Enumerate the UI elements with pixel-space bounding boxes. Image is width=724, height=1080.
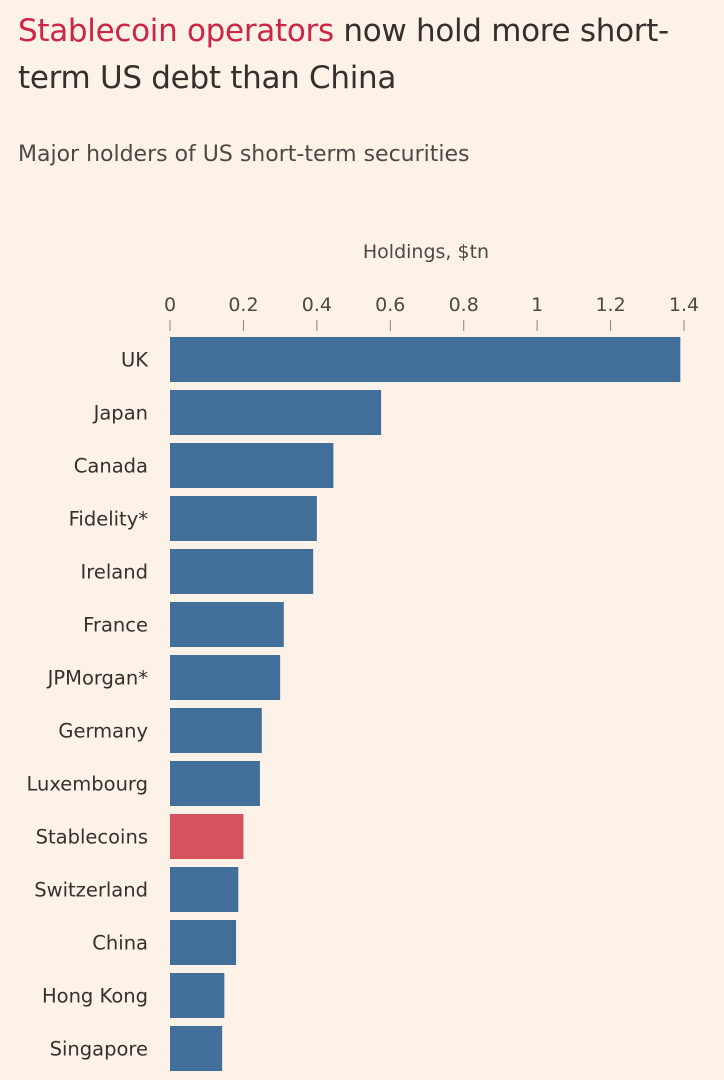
category-label: Canada: [74, 455, 148, 478]
bar-singapore: [170, 1026, 223, 1071]
category-label: China: [92, 932, 148, 955]
category-label: Switzerland: [34, 879, 148, 902]
chart-title: Stablecoin operators now hold more short…: [18, 8, 708, 102]
chart-title-highlight: Stablecoin operators: [18, 13, 334, 49]
bar-luxembourg: [170, 761, 260, 806]
category-label: JPMorgan*: [46, 667, 149, 690]
x-tick-label: 1.2: [595, 294, 625, 316]
category-label: France: [83, 614, 148, 637]
category-label: Ireland: [81, 561, 148, 584]
x-tick-label: 0.6: [375, 294, 405, 316]
bar-hong-kong: [170, 973, 225, 1018]
chart-title-rest: now hold more short-term US debt than Ch…: [18, 13, 669, 96]
category-label: Germany: [58, 720, 148, 743]
category-label: Luxembourg: [26, 773, 148, 796]
category-label: Japan: [92, 402, 148, 425]
category-label: Singapore: [50, 1038, 148, 1061]
category-label: Stablecoins: [36, 826, 148, 849]
bar-canada: [170, 443, 334, 488]
bar-china: [170, 920, 237, 965]
bar-jpmorgan: [170, 655, 281, 700]
bar-germany: [170, 708, 262, 753]
x-tick-label: 1.4: [669, 294, 699, 316]
chart-subtitle: Major holders of US short-term securitie…: [18, 142, 470, 167]
category-label: Fidelity*: [69, 508, 149, 531]
bar-france: [170, 602, 284, 647]
x-axis-title: Holdings, $tn: [363, 241, 489, 263]
x-tick-label: 0.4: [302, 294, 332, 316]
bar-stablecoins: [170, 814, 244, 859]
category-label: UK: [121, 349, 149, 372]
bar-japan: [170, 390, 382, 435]
bar-uk: [170, 337, 681, 382]
x-tick-label: 1: [531, 294, 543, 316]
bar-ireland: [170, 549, 314, 594]
bar-fidelity: [170, 496, 317, 541]
category-label: Hong Kong: [42, 985, 148, 1008]
x-tick-label: 0.8: [449, 294, 479, 316]
x-tick-label: 0: [164, 294, 176, 316]
x-tick-label: 0.2: [228, 294, 258, 316]
bar-switzerland: [170, 867, 239, 912]
